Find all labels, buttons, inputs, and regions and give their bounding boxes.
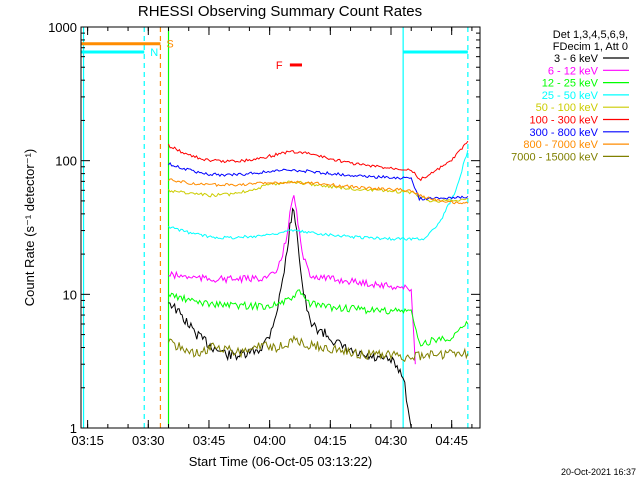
series-line (168, 207, 412, 429)
time-markers (82, 27, 469, 428)
x-tick-label: 04:15 (314, 433, 347, 448)
x-tick-label: 03:30 (132, 433, 165, 448)
y-tick-label: 1000 (48, 20, 77, 35)
legend-entry-label: 800 - 7000 keV (523, 139, 598, 151)
series-line (168, 334, 469, 363)
legend-entry-label: 50 - 100 keV (536, 102, 599, 114)
chart-title: RHESSI Observing Summary Count Rates (138, 3, 422, 20)
legend-entry-label: 25 - 50 keV (542, 90, 599, 102)
series-line (168, 149, 469, 241)
legend-header: FDecim 1, Att 0 (553, 41, 628, 53)
plot-frame (80, 26, 481, 429)
series-line (168, 195, 416, 365)
x-tick-label: 04:00 (253, 433, 286, 448)
series-line (168, 178, 469, 205)
y-tick-label: 10 (63, 287, 77, 302)
flag-label: F (276, 60, 283, 72)
flag-label: S (166, 39, 173, 51)
series-line (168, 180, 468, 203)
x-tick-label: 03:15 (71, 433, 104, 448)
y-tick-label: 1 (70, 421, 77, 436)
x-axis-label: Start Time (06-Oct-05 03:13:22) (189, 454, 373, 469)
axis-ticks: 03:15 03:30 03:45 04:00 04:15 04:30 04:45 1 10 10… (48, 20, 480, 448)
legend: Det 1,3,4,5,6,9,FDecim 1, Att 03 - 6 keV… (511, 29, 629, 163)
y-axis-label: Count Rate (s⁻¹ detector⁻¹) (22, 149, 37, 307)
series-line (168, 140, 469, 182)
legend-entry-label: 7000 - 15000 keV (511, 151, 599, 163)
x-tick-label: 04:45 (435, 433, 468, 448)
series-line (168, 289, 469, 347)
footer-date: 20-Oct-2021 16:37 (561, 467, 636, 477)
legend-entry-label: 6 - 12 keV (548, 65, 599, 77)
series-lines (168, 140, 469, 429)
legend-entry-label: 12 - 25 keV (542, 78, 599, 90)
legend-entry-label: 3 - 6 keV (554, 53, 599, 65)
x-tick-label: 04:30 (375, 433, 408, 448)
flag-label: N (150, 47, 158, 59)
legend-entry-label: 300 - 800 keV (530, 127, 599, 139)
x-tick-label: 03:45 (193, 433, 226, 448)
legend-header: Det 1,3,4,5,6,9, (553, 29, 628, 41)
y-tick-label: 100 (55, 154, 77, 169)
flag-bars: SN F (81, 39, 468, 72)
series-line (168, 161, 469, 202)
legend-entry-label: 100 - 300 keV (530, 115, 599, 127)
